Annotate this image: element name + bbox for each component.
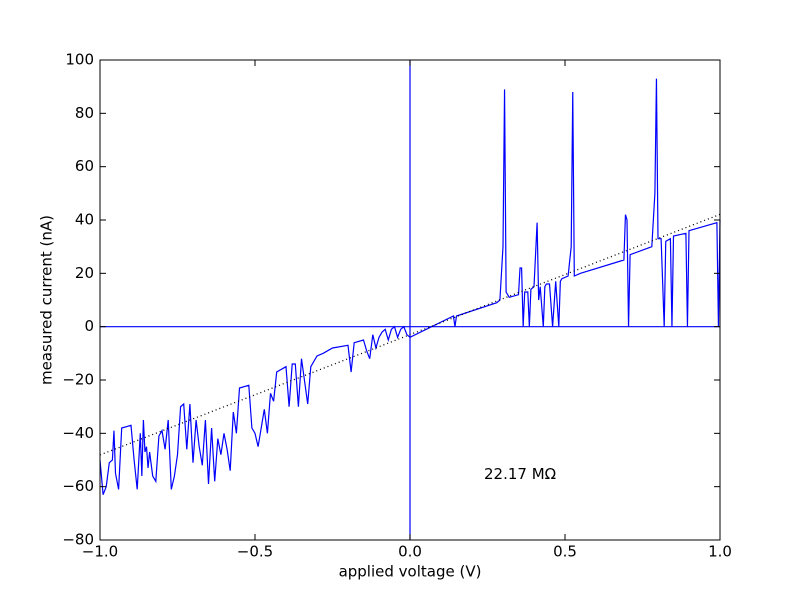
x-tick-label: −1.0 <box>82 543 118 561</box>
x-tick-label: 0.5 <box>553 543 577 561</box>
y-tick-label: −40 <box>62 424 94 442</box>
data-line <box>99 213 721 456</box>
x-axis-label: applied voltage (V) <box>339 563 482 581</box>
y-tick-label: −80 <box>62 531 94 549</box>
y-tick-label: 40 <box>75 211 94 229</box>
y-tick-label: −60 <box>62 477 94 495</box>
annotation: 22.17 MΩ <box>484 465 556 483</box>
data-line <box>99 78 721 495</box>
x-tick-label: 0.0 <box>398 543 422 561</box>
x-tick-label: −0.5 <box>237 543 273 561</box>
y-tick-label: 100 <box>65 51 94 69</box>
y-axis-label: measured current (nA) <box>38 215 56 385</box>
x-tick-label: 1.0 <box>708 543 732 561</box>
y-tick-label: 60 <box>75 157 94 175</box>
y-tick-label: 20 <box>75 264 94 282</box>
y-tick-label: 80 <box>75 104 94 122</box>
y-tick-label: −20 <box>62 371 94 389</box>
y-tick-label: 0 <box>84 317 94 335</box>
